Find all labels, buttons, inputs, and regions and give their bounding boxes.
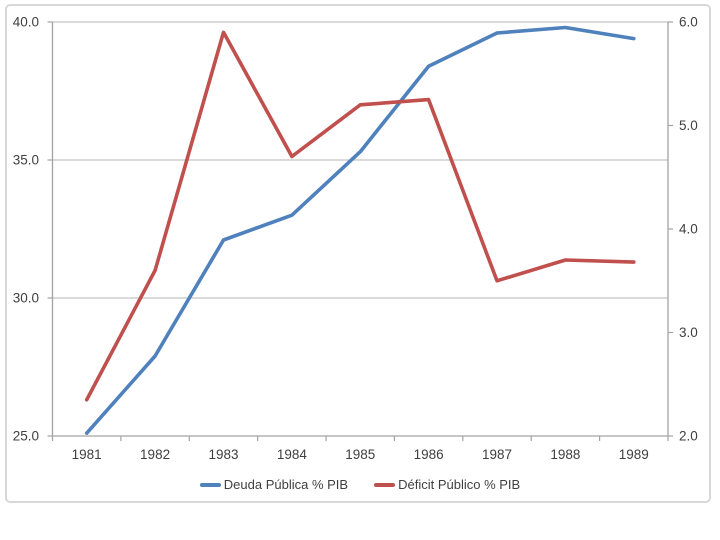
right-axis-tick-label: 2.0 xyxy=(679,429,698,444)
left-axis-tick-label: 25.0 xyxy=(13,429,39,444)
legend: Deuda Pública % PIB Déficit Público % PI… xyxy=(52,477,668,492)
left-axis-tick-label: 30.0 xyxy=(13,291,39,306)
series-line-deuda-publica xyxy=(84,25,636,436)
chart-frame xyxy=(5,4,711,503)
left-axis-tick-label: 40.0 xyxy=(13,15,39,30)
legend-line-icon-red xyxy=(374,482,396,487)
legend-label-deficit-publico: Déficit Público % PIB xyxy=(398,477,521,492)
x-axis-label: 1984 xyxy=(277,447,308,462)
left-axis-tick-label: 35.0 xyxy=(13,153,39,168)
x-axis-label: 1985 xyxy=(345,447,375,462)
legend-label-deuda-publica: Deuda Pública % PIB xyxy=(223,477,349,492)
legend-line-icon-blue xyxy=(199,482,221,487)
x-axis-label: 1987 xyxy=(482,447,512,462)
x-axis-label: 1989 xyxy=(619,447,649,462)
right-axis-tick-label: 3.0 xyxy=(679,325,698,340)
right-axis-tick-label: 4.0 xyxy=(679,222,698,237)
x-axis-label: 1982 xyxy=(140,447,170,462)
x-axis-label: 1988 xyxy=(550,447,580,462)
right-axis-tick-label: 5.0 xyxy=(679,118,698,133)
right-axis-tick-label: 6.0 xyxy=(679,15,698,30)
x-axis-label: 1981 xyxy=(72,447,102,462)
legend-item-deficit-publico: Déficit Público % PIB xyxy=(374,477,520,492)
x-axis-label: 1986 xyxy=(414,447,444,462)
x-axis-label: 1983 xyxy=(208,447,238,462)
legend-item-deuda-publica: Deuda Pública % PIB xyxy=(199,477,349,492)
series-line-deficit-publico xyxy=(84,30,636,402)
